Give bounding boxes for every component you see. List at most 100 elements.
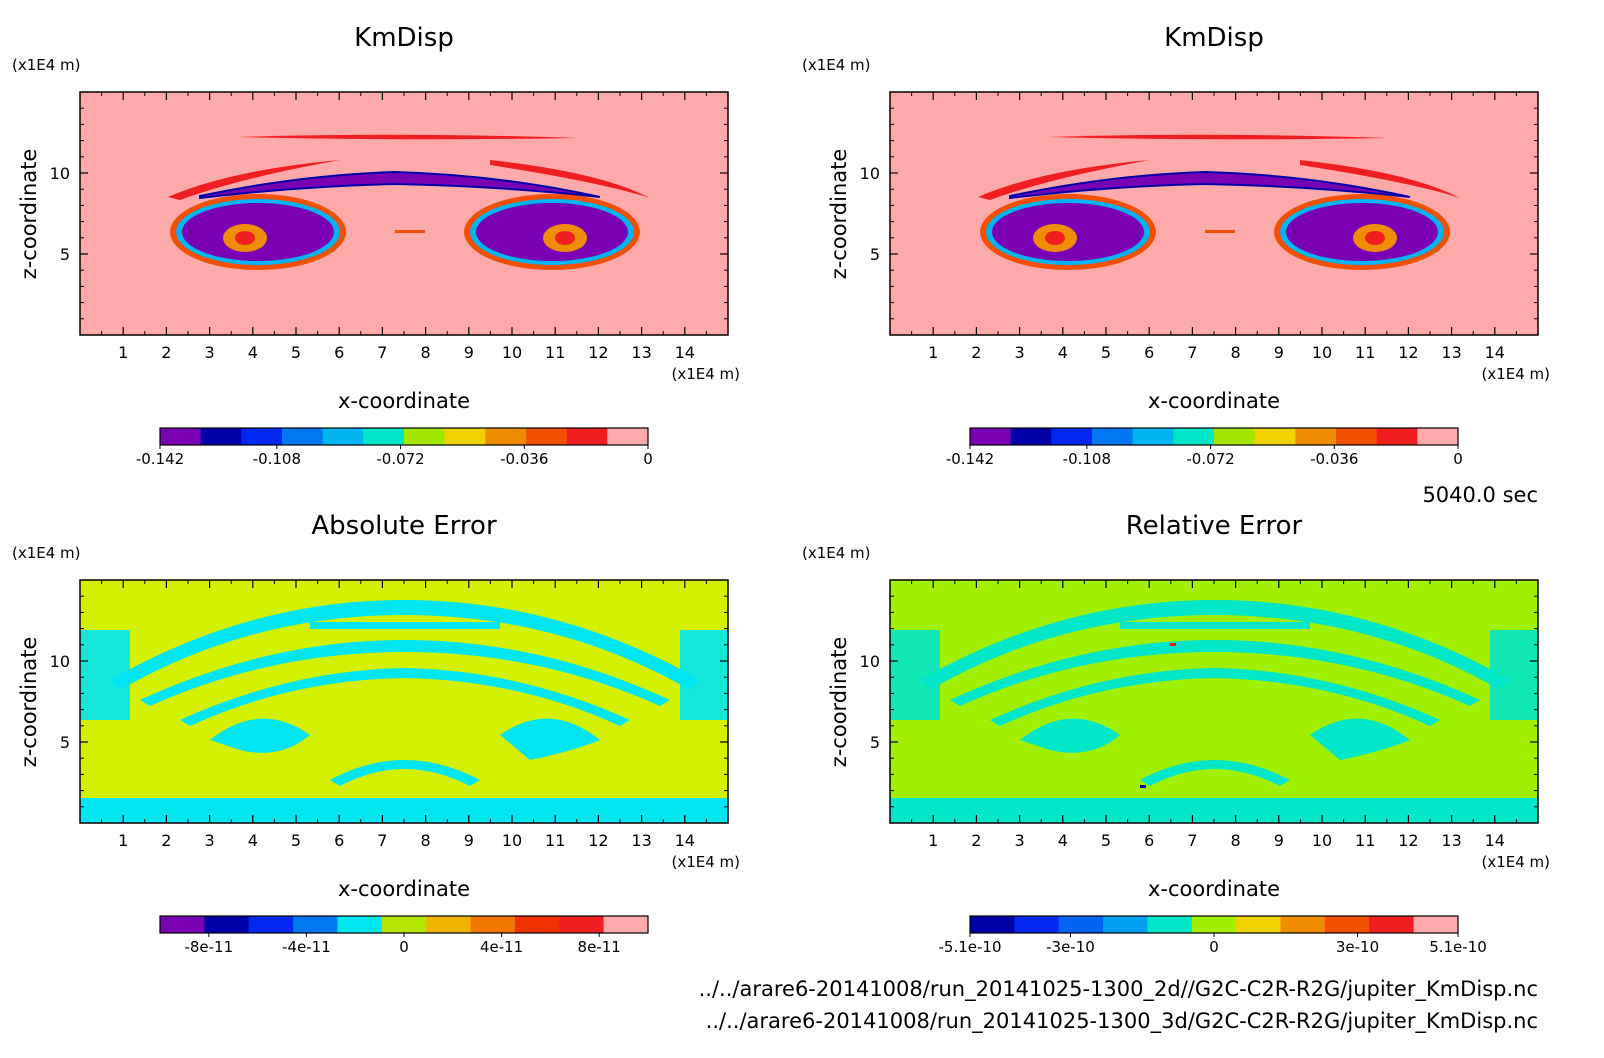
x-tick-label: 12: [1398, 831, 1418, 850]
error-edge-right: [1490, 630, 1538, 720]
x-tick-label: 6: [334, 343, 344, 362]
colorbar-swatch: [970, 916, 1015, 933]
error-top-streak: [310, 622, 500, 629]
y-unit-label: (x1E4 m): [802, 56, 871, 74]
colorbar-swatch: [241, 428, 283, 445]
arc-left: [168, 160, 340, 200]
colorbar-swatch: [337, 916, 383, 933]
x-tick-label: 2: [161, 343, 171, 362]
colorbar: -8e-11 -4e-11 0 4e-11 8e-11: [159, 915, 649, 956]
colorbar-swatch: [426, 916, 472, 933]
x-tick-label: 6: [1144, 343, 1154, 362]
colorbar-tick-label: -0.036: [1310, 450, 1358, 468]
colorbar-swatch: [603, 916, 649, 933]
colorbar-swatch: [1051, 428, 1093, 445]
x-axis-ticks: 1 2 3 4 5 6 7 8 9 10 11 12 13 14: [911, 92, 1517, 362]
colorbar-swatch: [1324, 916, 1370, 933]
x-tick-label: 2: [971, 831, 981, 850]
x-tick-label: 9: [1274, 831, 1284, 850]
y-tick-label: 10: [860, 164, 880, 183]
y-unit-label: (x1E4 m): [802, 544, 871, 562]
vortex-right-eye-inner: [555, 231, 575, 245]
colorbar-swatch: [1295, 428, 1337, 445]
colorbar-swatch: [470, 916, 516, 933]
colorbar-swatch: [1280, 916, 1326, 933]
x-tick-label: 10: [502, 831, 522, 850]
x-axis-ticks: 1 2 3 4 5 6 7 8 9 10 11 12 13 14: [101, 92, 707, 362]
colorbar-swatch: [160, 428, 202, 445]
colorbar-swatch: [248, 916, 294, 933]
error-arc-outer: [920, 600, 1510, 690]
colorbar-swatch: [444, 428, 486, 445]
x-axis-ticks: 1 2 3 4 5 6 7 8 9 10 11 12 13 14: [101, 580, 707, 850]
error-pattern: [890, 600, 1538, 823]
colorbar-tick-label: 5.1e-10: [1429, 938, 1487, 956]
x-tick-label: 4: [248, 831, 258, 850]
x-tick-label: 3: [1015, 831, 1025, 850]
colorbar-swatch: [1014, 916, 1060, 933]
x-tick-label: 11: [545, 831, 565, 850]
x-tick-label: 11: [1355, 831, 1375, 850]
error-dome: [1140, 760, 1290, 786]
colorbar-swatch: [282, 428, 324, 445]
colorbar-tick-label: -0.108: [1063, 450, 1111, 468]
colorbar-swatch: [1417, 428, 1459, 445]
x-tick-label: 5: [291, 831, 301, 850]
error-band-bottom: [80, 798, 728, 823]
x-tick-label: 7: [377, 343, 387, 362]
x-tick-label: 13: [631, 831, 651, 850]
colorbar-swatch: [1369, 916, 1415, 933]
x-tick-label: 8: [1231, 343, 1241, 362]
arc-left: [978, 160, 1150, 200]
x-tick-label: 12: [1398, 343, 1418, 362]
panel-relative-error: Relative Error (x1E4 m) 1 2 3 4 5 6 7 8 9 10 11 12 1…: [802, 511, 1550, 956]
plot-area: [80, 580, 728, 823]
y-unit-label: (x1E4 m): [12, 544, 81, 562]
colorbar-swatch: [363, 428, 405, 445]
x-axis-ticks: 1 2 3 4 5 6 7 8 9 10 11 12 13 14: [911, 580, 1517, 850]
colorbar-swatch: [322, 428, 364, 445]
colorbar: -5.1e-10 -3e-10 0 3e-10 5.1e-10: [939, 915, 1487, 956]
colorbar-swatch: [1147, 916, 1193, 933]
chart-title: Absolute Error: [311, 511, 497, 541]
y-tick-label: 5: [870, 245, 880, 264]
y-tick-label: 5: [60, 733, 70, 752]
x-unit-label: (x1E4 m): [671, 853, 740, 871]
x-tick-label: 6: [334, 831, 344, 850]
colorbar-swatch: [1413, 916, 1459, 933]
x-tick-label: 7: [1187, 831, 1197, 850]
colorbar-swatch: [1236, 916, 1282, 933]
y-axis-label: z-coordinate: [17, 149, 41, 280]
x-tick-label: 1: [928, 831, 938, 850]
y-axis-label: z-coordinate: [17, 637, 41, 768]
footer-file-2: ../../arare6-20141008/run_20141025-1300_…: [706, 1009, 1538, 1034]
colorbar-tick-label: -0.108: [253, 450, 301, 468]
colorbar-frame: [969, 427, 1459, 446]
x-tick-label: 12: [588, 343, 608, 362]
x-tick-label: 9: [464, 343, 474, 362]
colorbar-swatch: [1092, 428, 1134, 445]
error-arc-mid: [950, 640, 1480, 706]
x-tick-label: 8: [421, 343, 431, 362]
colorbar-swatch: [1254, 428, 1296, 445]
center-mark: [395, 230, 425, 233]
x-tick-label: 2: [161, 831, 171, 850]
x-tick-label: 9: [1274, 343, 1284, 362]
y-unit-label: (x1E4 m): [12, 56, 81, 74]
colorbar-swatch: [381, 916, 427, 933]
colorbar-swatch: [204, 916, 250, 933]
colorbar-swatch: [1132, 428, 1174, 445]
error-spot-blue: [1140, 785, 1146, 788]
colorbar: -0.142 -0.108 -0.072 -0.036 0: [136, 427, 653, 468]
x-tick-label: 8: [1231, 831, 1241, 850]
x-unit-label: (x1E4 m): [671, 365, 740, 383]
time-label: 5040.0 sec: [1422, 483, 1538, 507]
panel-kmdisp-right: KmDisp (x1E4 m) 1 2 3 4 5 6 7 8 9 10 11 12 13 14 510 …: [802, 23, 1550, 468]
colorbar-swatch: [526, 428, 568, 445]
x-unit-label: (x1E4 m): [1481, 853, 1550, 871]
colorbar-swatch: [514, 916, 560, 933]
y-tick-label: 10: [50, 164, 70, 183]
arc-right: [490, 160, 650, 198]
footer-file-1: ../../arare6-20141008/run_20141025-1300_…: [699, 977, 1538, 1002]
